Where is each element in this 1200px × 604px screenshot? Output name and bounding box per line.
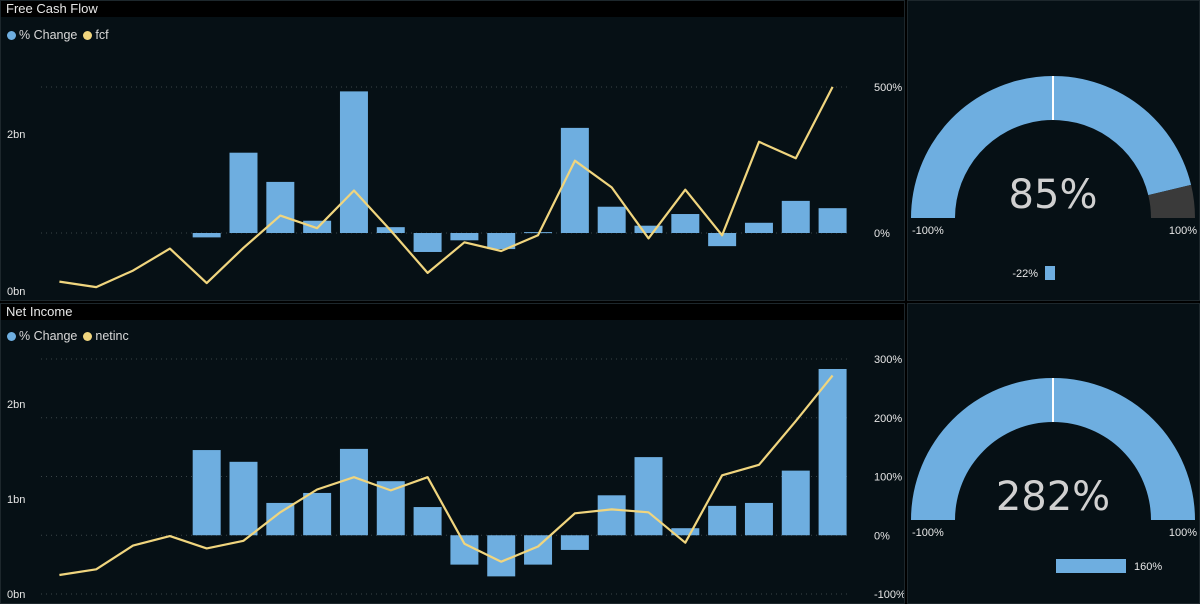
left-axis-tick-label: 0bn — [7, 286, 25, 298]
netinc-chart-panel: Net Income % Change netinc -100% 0% 100% 20… — [0, 303, 905, 604]
bar — [597, 495, 626, 536]
bar — [339, 91, 368, 233]
bar — [634, 225, 663, 233]
right-axis-tick-label: 0% — [874, 228, 890, 240]
fcf-legend-item-change[interactable]: % Change — [7, 28, 77, 42]
bar — [339, 448, 368, 536]
fcf-gauge-panel: 85% -100% 100% -22% — [907, 0, 1200, 301]
bar — [524, 232, 553, 234]
bar — [708, 233, 737, 247]
bar — [560, 535, 589, 550]
netinc-gauge-panel: 282% -100% 100% 160% — [907, 303, 1200, 604]
left-axis-tick-label: 2bn — [7, 399, 25, 411]
netinc-legend-dot-netinc — [83, 331, 93, 341]
bar — [413, 507, 442, 536]
bar — [671, 214, 700, 233]
fcf-chart-panel: Free Cash Flow % Change fcf 0% 500% 0bn 2bn — [0, 0, 905, 301]
gauge-min-label: -100% — [912, 527, 944, 539]
fcf-legend-dot-fcf — [83, 30, 93, 40]
gauge-fill — [911, 378, 1195, 520]
netinc-gauge[interactable]: 282% -100% 100% 160% — [908, 304, 1200, 604]
bar — [192, 450, 221, 536]
right-axis-tick-label: 100% — [874, 472, 902, 484]
left-axis-tick-label: 0bn — [7, 589, 25, 601]
bar — [487, 233, 516, 250]
bar — [450, 233, 479, 241]
gauge-max-label: 100% — [1169, 527, 1197, 539]
fcf-legend-item-fcf[interactable]: fcf — [83, 28, 109, 42]
bar — [634, 457, 663, 536]
gauge-remainder — [1148, 184, 1195, 218]
bar — [781, 200, 810, 233]
series-line — [59, 374, 834, 577]
right-axis-tick-label: -100% — [874, 589, 905, 601]
bar — [744, 502, 773, 536]
bar — [708, 505, 737, 536]
left-axis-tick-label: 1bn — [7, 494, 25, 506]
gauge-indicator-label: -22% — [1012, 268, 1038, 280]
bar — [597, 206, 626, 233]
netinc-combo-chart[interactable]: -100% 0% 100% 200% 300% 0bn 1bn 2bn — [1, 304, 905, 604]
netinc-legend-item-change[interactable]: % Change — [7, 329, 77, 343]
gauge-indicator-bar — [1056, 559, 1126, 573]
series-line — [59, 86, 834, 289]
bar — [744, 222, 773, 233]
gauge-max-label: 100% — [1169, 225, 1197, 237]
fcf-legend-dot-change — [7, 30, 16, 40]
netinc-legend-label-netinc: netinc — [95, 329, 129, 343]
netinc-panel-title: Net Income — [1, 304, 904, 320]
right-axis-tick-label: 0% — [874, 530, 890, 542]
netinc-legend-item-netinc[interactable]: netinc — [83, 329, 129, 343]
bar — [229, 152, 258, 233]
right-axis-tick-label: 300% — [874, 354, 902, 366]
gauge-value-label: 85% — [1009, 172, 1098, 218]
bar — [818, 208, 847, 233]
gauge-value-label: 282% — [996, 474, 1110, 520]
bar — [818, 368, 847, 536]
gauge-fill — [911, 75, 1192, 218]
fcf-combo-chart[interactable]: 0% 500% 0bn 2bn — [1, 1, 905, 301]
fcf-legend-label-fcf: fcf — [95, 28, 109, 42]
fcf-panel-title: Free Cash Flow — [1, 1, 904, 17]
right-axis-tick-label: 500% — [874, 82, 902, 94]
bar — [487, 535, 516, 577]
bar — [781, 470, 810, 536]
gauge-min-label: -100% — [912, 225, 944, 237]
bar — [671, 528, 700, 536]
netinc-legend-label-change: % Change — [19, 329, 78, 343]
gauge-indicator-bar — [1045, 266, 1055, 280]
bar — [450, 535, 479, 565]
bar — [413, 233, 442, 252]
netinc-legend-dot-change — [7, 331, 16, 341]
bar — [192, 233, 221, 238]
bar — [303, 492, 332, 536]
fcf-gauge[interactable]: 85% -100% 100% -22% — [908, 1, 1200, 301]
fcf-legend-label-change: % Change — [19, 28, 78, 42]
right-axis-tick-label: 200% — [874, 413, 902, 425]
left-axis-tick-label: 2bn — [7, 129, 25, 141]
fcf-legend[interactable]: % Change fcf — [7, 28, 115, 42]
bar — [229, 461, 258, 536]
gauge-indicator-label: 160% — [1134, 561, 1162, 573]
netinc-legend[interactable]: % Change netinc — [7, 329, 135, 343]
